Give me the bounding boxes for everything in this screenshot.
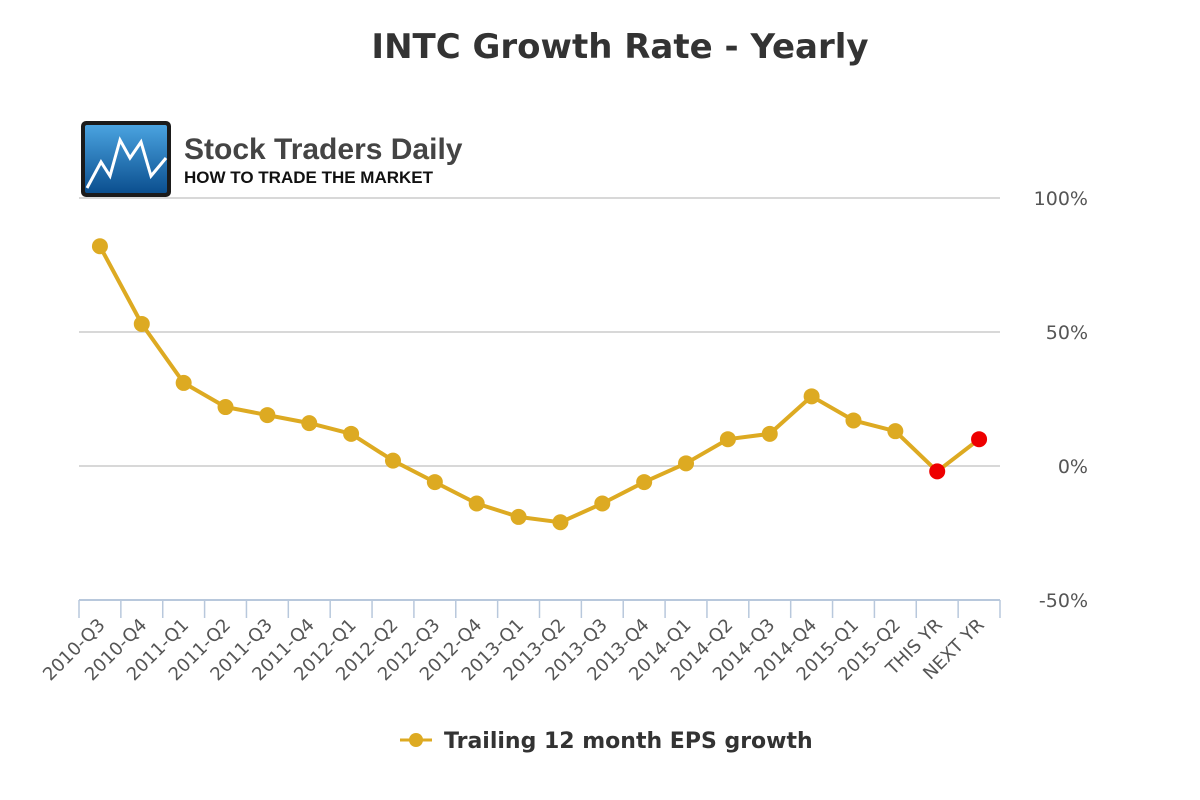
y-tick-label: 100% bbox=[1034, 188, 1088, 210]
grid bbox=[79, 197, 1000, 467]
legend-marker-icon bbox=[409, 733, 423, 747]
series bbox=[91, 238, 988, 531]
logo-name: Stock Traders Daily bbox=[184, 133, 463, 166]
y-tick-label: 0% bbox=[1058, 456, 1088, 478]
series-line bbox=[98, 245, 981, 525]
legend[interactable]: Trailing 12 month EPS growth bbox=[400, 729, 813, 754]
data-point[interactable] bbox=[845, 412, 862, 429]
data-point[interactable] bbox=[384, 452, 401, 469]
data-point[interactable] bbox=[175, 374, 192, 391]
data-point[interactable] bbox=[636, 474, 653, 491]
highlight-point[interactable] bbox=[971, 431, 988, 448]
data-point[interactable] bbox=[259, 407, 276, 424]
x-axis bbox=[78, 599, 1001, 618]
legend-item-label[interactable]: Trailing 12 month EPS growth bbox=[444, 729, 813, 754]
data-point[interactable] bbox=[91, 238, 108, 255]
data-point[interactable] bbox=[301, 415, 318, 432]
highlight-point[interactable] bbox=[929, 463, 946, 480]
y-axis-labels: -50% 0% 50% 100% bbox=[1034, 188, 1088, 612]
logo-mark bbox=[85, 125, 167, 193]
logo-tagline: HOW TO TRADE THE MARKET bbox=[184, 168, 434, 187]
data-point[interactable] bbox=[468, 495, 485, 512]
y-tick-label: -50% bbox=[1039, 590, 1088, 612]
x-axis-labels: 2010-Q32010-Q42011-Q12011-Q22011-Q32011-… bbox=[39, 615, 989, 685]
data-point[interactable] bbox=[594, 495, 611, 512]
chart-title: INTC Growth Rate - Yearly bbox=[371, 27, 868, 67]
data-point[interactable] bbox=[510, 508, 527, 525]
data-point[interactable] bbox=[426, 474, 443, 491]
data-point[interactable] bbox=[761, 425, 778, 442]
logo: Stock Traders Daily HOW TO TRADE THE MAR… bbox=[81, 121, 463, 197]
data-point[interactable] bbox=[133, 315, 150, 332]
data-point[interactable] bbox=[217, 399, 234, 416]
data-point[interactable] bbox=[343, 425, 360, 442]
data-point[interactable] bbox=[803, 388, 820, 405]
data-point[interactable] bbox=[887, 423, 904, 440]
data-point[interactable] bbox=[552, 514, 569, 531]
logo-chart-icon bbox=[85, 136, 168, 189]
y-tick-label: 50% bbox=[1046, 322, 1088, 344]
data-point[interactable] bbox=[678, 455, 695, 472]
data-point[interactable] bbox=[719, 431, 736, 448]
